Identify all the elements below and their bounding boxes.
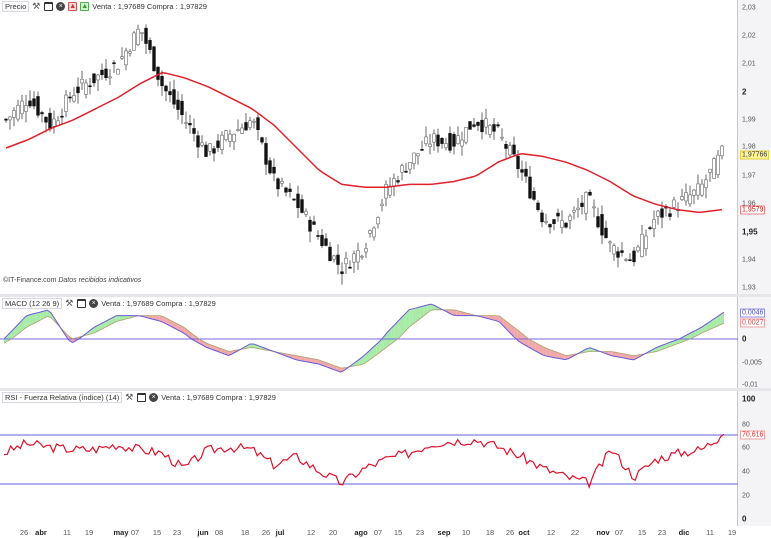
rsi-line [3, 433, 725, 490]
rsi-chart [0, 433, 738, 490]
rsi-panel-header: RSI - Fuerza Relativa (índice) (14) ⚒ × … [2, 392, 276, 403]
credit-source: ©IT-Finance.com [3, 277, 57, 284]
x-tick: 26 [505, 528, 515, 537]
x-tick-month: oct [518, 528, 530, 537]
x-tick: 11 [63, 528, 71, 537]
price-panel-header: Precio ⚒ × ▲ ▲ Venta : 1,97689 Compra : … [2, 1, 207, 12]
x-tick: 07 [130, 528, 140, 537]
y-tick: 2,03 [742, 4, 756, 12]
x-tick-month: dic [678, 528, 690, 537]
y-tick: -0,01 [742, 381, 758, 389]
macd-y-axis: 0,0046 0,0027 0 -0,005 -0,01 [738, 297, 771, 389]
x-tick-month: ago [354, 528, 368, 537]
y-tick: 1,99 [742, 116, 756, 124]
credit-line: ©IT-Finance.com Datos recibidos indicati… [3, 277, 141, 284]
y-tick: 20 [742, 492, 750, 500]
x-tick: 23 [415, 528, 425, 537]
macd-chart [0, 303, 738, 373]
move-up-icon[interactable]: ▲ [68, 2, 78, 11]
macd-value-tag: 0,0046 [740, 308, 766, 318]
last-price-tag: 1,97766 [740, 150, 770, 160]
price-panel[interactable]: Precio ⚒ × ▲ ▲ Venta : 1,97689 Compra : … [0, 0, 738, 294]
y-tick: 1,97 [742, 172, 756, 180]
rsi-panel[interactable]: RSI - Fuerza Relativa (índice) (14) ⚒ × … [0, 391, 738, 526]
ma-value-tag: 1,9579 [740, 205, 766, 215]
y-tick: 2,01 [742, 60, 756, 68]
close-icon[interactable]: × [89, 299, 99, 308]
y-tick: 80 [742, 421, 750, 429]
window-icon[interactable] [44, 2, 54, 11]
x-tick-month: may [113, 528, 129, 537]
price-quote: Venta : 1,97689 Compra : 1,97829 [92, 2, 207, 11]
y-tick: 1,93 [742, 284, 756, 292]
macd-line [3, 303, 725, 373]
x-tick: 11 [706, 528, 714, 537]
x-tick: 12 [546, 528, 556, 537]
macd-histogram-fill [4, 304, 724, 373]
close-icon[interactable]: × [149, 393, 159, 402]
x-tick-month: nov [596, 528, 610, 537]
x-tick: 23 [172, 528, 182, 537]
y-tick: 1,95 [742, 227, 758, 237]
x-tick: 08 [214, 528, 224, 537]
y-tick: 60 [742, 444, 750, 452]
wrench-icon[interactable]: ⚒ [32, 1, 41, 11]
y-tick: 2,02 [742, 32, 756, 40]
x-tick-month: jun [197, 528, 209, 537]
y-tick: 1,96 [742, 200, 756, 208]
y-tick: 0 [742, 514, 747, 524]
x-tick: 07 [373, 528, 383, 537]
credit-note: Datos recibidos indicativos [58, 277, 142, 284]
signal-line [3, 309, 725, 369]
x-tick: 07 [614, 528, 624, 537]
window-icon[interactable] [77, 299, 87, 308]
price-panel-title: Precio [2, 1, 30, 12]
y-tick: 40 [742, 468, 750, 476]
rsi-y-axis: 100 80 70,616 60 40 20 0 [738, 391, 771, 526]
window-icon[interactable] [137, 393, 147, 402]
macd-panel[interactable]: MACD (12 26 9) ⚒ × Venta : 1,97689 Compr… [0, 297, 738, 388]
x-tick: 15 [152, 528, 162, 537]
rsi-value-tag: 70,616 [740, 430, 766, 440]
wrench-icon[interactable]: ⚒ [125, 392, 134, 402]
x-tick: 23 [657, 528, 667, 537]
rsi-panel-title: RSI - Fuerza Relativa (índice) (14) [2, 392, 123, 403]
x-tick: 18 [485, 528, 495, 537]
x-tick: 10 [461, 528, 471, 537]
x-tick: 19 [727, 528, 737, 537]
x-tick: 22 [570, 528, 580, 537]
price-chart [4, 24, 724, 285]
x-tick: 26 [261, 528, 271, 537]
price-y-axis: 2,03 2,02 2,01 2 1,99 1,98 1,97 1,96 1,9… [738, 0, 771, 294]
x-tick-month: abr [35, 528, 47, 537]
y-tick: 1,98 [742, 143, 756, 151]
signal-value-tag: 0,0027 [740, 318, 766, 328]
rsi-quote: Venta : 1,97689 Compra : 1,97829 [161, 393, 276, 402]
wrench-icon[interactable]: ⚒ [65, 298, 74, 308]
y-tick: 0 [742, 334, 747, 344]
x-axis: 26 abr 11 19 may 07 15 23 jun 08 18 26 j… [0, 526, 738, 538]
macd-panel-header: MACD (12 26 9) ⚒ × Venta : 1,97689 Compr… [2, 298, 216, 309]
x-tick: 12 [306, 528, 316, 537]
x-tick: 18 [240, 528, 250, 537]
macd-quote: Venta : 1,97689 Compra : 1,97829 [101, 299, 216, 308]
x-tick-month: sep [437, 528, 451, 537]
panel-divider[interactable] [0, 294, 771, 297]
x-tick: 20 [328, 528, 338, 537]
close-icon[interactable]: × [56, 2, 66, 11]
y-tick: -0,005 [742, 359, 762, 367]
y-tick: 2 [742, 87, 747, 97]
y-tick: 100 [742, 394, 756, 404]
x-tick-month: jul [275, 528, 285, 537]
x-tick: 26 [19, 528, 29, 537]
move-down-icon[interactable]: ▲ [80, 2, 90, 11]
x-tick: 19 [84, 528, 94, 537]
candlesticks [4, 24, 724, 285]
panel-divider[interactable] [0, 388, 771, 391]
x-tick: 15 [637, 528, 647, 537]
moving-average-line [5, 71, 723, 213]
x-tick: 15 [393, 528, 403, 537]
macd-panel-title: MACD (12 26 9) [2, 298, 63, 309]
y-tick: 1,94 [742, 256, 756, 264]
